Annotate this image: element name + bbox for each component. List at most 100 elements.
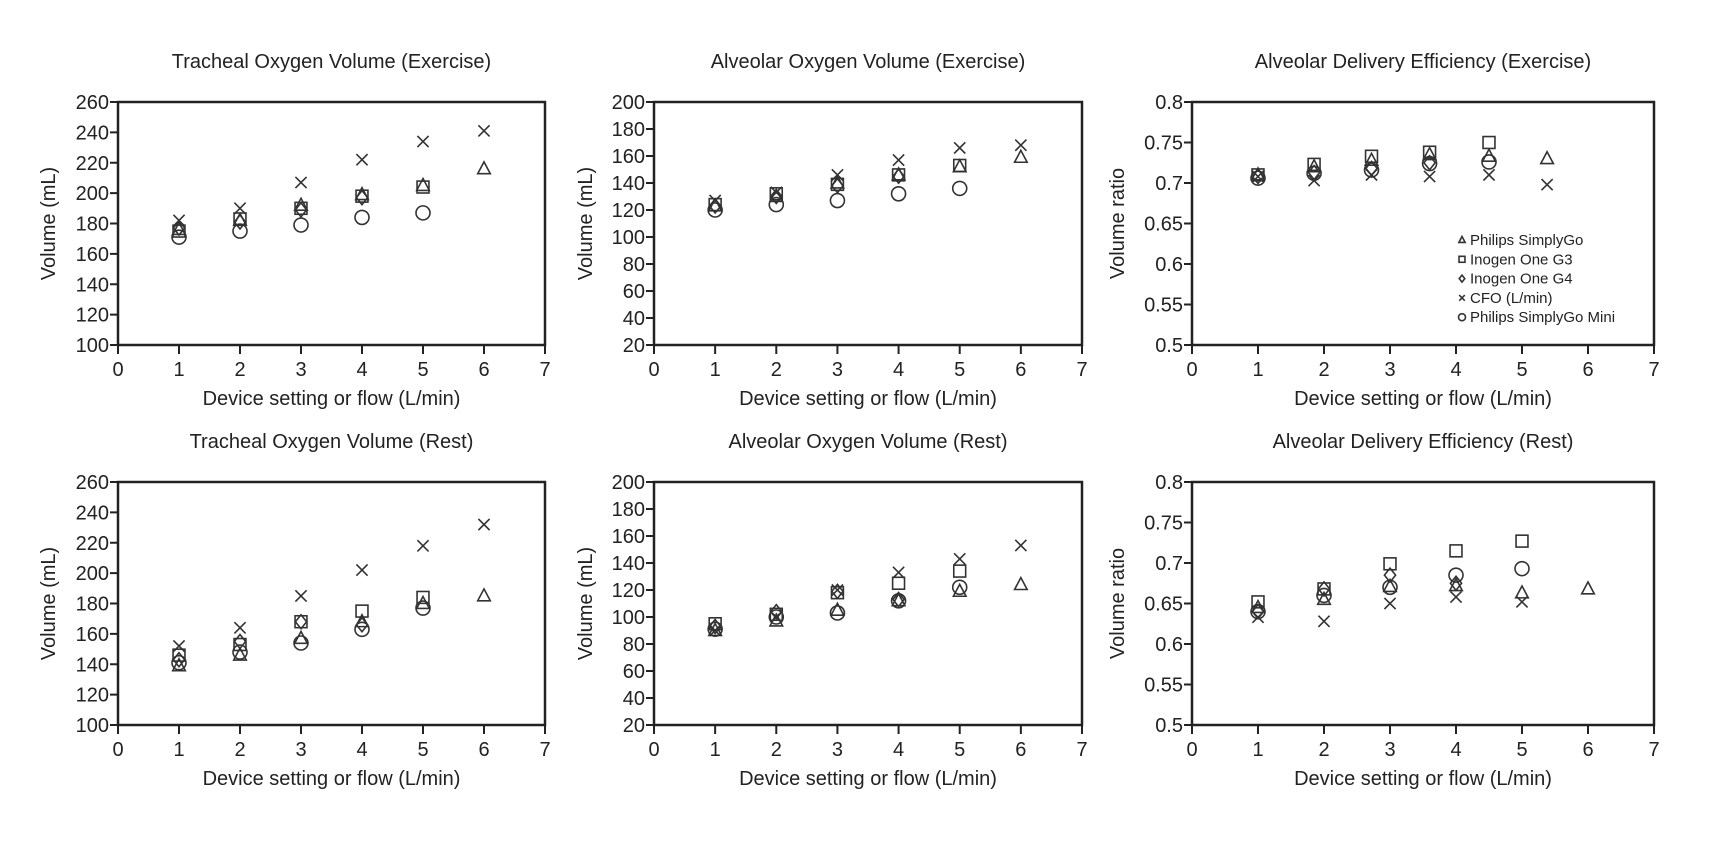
data-point-diamond	[769, 603, 783, 620]
y-tick-label: 80	[623, 634, 645, 656]
x-tick-label: 1	[173, 739, 184, 761]
x-tick-label: 0	[112, 739, 123, 761]
x-tick-label: 3	[832, 739, 843, 761]
data-point-cross	[1014, 539, 1028, 552]
y-tick-label: 240	[76, 502, 109, 524]
x-tick-label: 0	[112, 359, 123, 381]
data-point-circle	[1363, 162, 1380, 178]
data-series	[708, 158, 967, 212]
plot-frame	[652, 480, 1084, 727]
legend-item: Inogen One G3	[1458, 251, 1573, 268]
y-tick-label: 0.8	[1155, 472, 1183, 494]
x-tick-label: 7	[539, 359, 550, 381]
y-tick-label: 0.5	[1155, 715, 1183, 737]
legend-diamond-icon	[1458, 273, 1466, 284]
data-point-square	[416, 590, 430, 605]
x-tick-label: 4	[1450, 359, 1461, 381]
x-axis-label: Device setting or flow (L/min)	[739, 388, 997, 410]
y-tick-label: 140	[612, 553, 645, 575]
x-tick-label: 2	[234, 359, 245, 381]
x-tick-label: 2	[234, 739, 245, 761]
data-series	[1251, 154, 1437, 185]
x-tick-label: 7	[539, 739, 550, 761]
data-series	[708, 167, 906, 215]
y-tick-label: 200	[612, 92, 645, 114]
legend: Philips SimplyGo Inogen One G3 Inogen One …	[1457, 232, 1615, 326]
data-point-circle	[354, 209, 370, 226]
data-point-diamond	[294, 613, 308, 631]
y-axis-label: Volume (mL)	[38, 167, 60, 280]
data-point-circle	[1306, 165, 1322, 182]
data-point-square	[294, 614, 308, 629]
data-series	[172, 124, 491, 227]
data-point-triangle	[952, 582, 968, 598]
data-point-square	[769, 187, 784, 201]
data-point-square	[1482, 135, 1496, 150]
data-series	[708, 583, 906, 635]
y-tick-label: 100	[612, 227, 645, 249]
y-tick-label: 120	[76, 685, 109, 707]
y-tick-label: 180	[612, 119, 645, 141]
data-point-cross	[1251, 611, 1265, 624]
y-tick-label: 120	[76, 305, 109, 327]
data-point-diamond	[1383, 566, 1397, 584]
data-point-square	[1449, 544, 1463, 558]
data-point-circle	[293, 217, 309, 233]
data-series	[707, 180, 968, 218]
data-series	[708, 564, 967, 631]
x-tick-label: 7	[1076, 739, 1087, 761]
x-tick-label: 5	[954, 359, 965, 381]
y-axis-label: Volume ratio	[1107, 548, 1129, 659]
x-tick-label: 1	[1252, 739, 1263, 761]
x-tick-label: 5	[417, 739, 428, 761]
x-tick-label: 4	[356, 359, 367, 381]
legend-cross-icon	[1458, 294, 1466, 302]
x-tick-label: 1	[1252, 359, 1263, 381]
data-point-square	[952, 564, 967, 578]
data-point-cross	[1449, 590, 1463, 604]
y-tick-label: 140	[76, 654, 109, 676]
data-point-triangle	[1421, 145, 1438, 161]
data-point-triangle	[1013, 148, 1029, 164]
y-axis-label: Volume (mL)	[38, 547, 60, 660]
data-point-cross	[477, 518, 491, 531]
y-tick-label: 240	[76, 122, 109, 144]
data-point-cross	[172, 639, 186, 653]
legend-item: CFO (L/min)	[1458, 290, 1553, 307]
chart-panel: Alveolar Delivery Efficiency (Exercise) 0…	[1107, 51, 1660, 410]
y-tick-label: 40	[623, 308, 645, 330]
data-point-circle	[890, 592, 907, 609]
data-point-cross	[416, 539, 430, 552]
y-axis-label: Volume (mL)	[575, 167, 597, 280]
data-point-square	[416, 180, 430, 194]
data-series	[1251, 590, 1529, 628]
legend-label: Philips SimplyGo	[1470, 232, 1583, 249]
data-point-circle	[951, 579, 968, 596]
y-tick-label: 160	[612, 146, 645, 168]
data-point-cross	[1383, 597, 1397, 610]
data-point-circle	[1382, 579, 1398, 596]
data-series	[1250, 145, 1555, 181]
data-point-triangle	[1382, 577, 1398, 593]
y-tick-label: 200	[76, 183, 109, 205]
y-tick-label: 160	[76, 624, 109, 646]
data-point-circle	[1250, 603, 1266, 620]
data-point-diamond	[233, 213, 247, 231]
x-tick-label: 6	[478, 739, 489, 761]
data-point-circle	[415, 600, 431, 616]
data-series	[1250, 560, 1530, 620]
data-series	[1251, 534, 1529, 609]
data-point-cross	[172, 214, 186, 227]
x-tick-label: 0	[1186, 739, 1197, 761]
x-axis-label: Device setting or flow (L/min)	[1294, 768, 1552, 790]
x-tick-label: 0	[648, 739, 659, 761]
data-point-diamond	[233, 633, 247, 650]
data-point-cross	[294, 176, 308, 189]
data-point-diamond	[355, 189, 369, 206]
chart-panel: Tracheal Oxygen Volume (Exercise)1001201…	[38, 51, 551, 410]
data-point-square	[1307, 157, 1321, 172]
legend-item: Inogen One G4	[1458, 271, 1573, 288]
data-series	[171, 587, 492, 672]
y-axis-label: Volume (mL)	[575, 547, 597, 660]
